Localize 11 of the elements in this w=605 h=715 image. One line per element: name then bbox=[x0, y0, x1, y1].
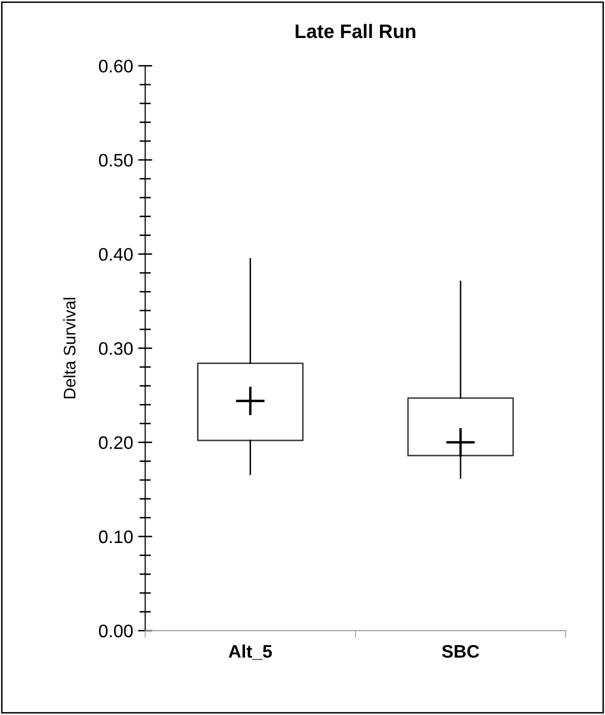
y-axis-title: Delta Survival bbox=[63, 298, 76, 398]
x-tick-label: Alt_5 bbox=[228, 644, 272, 660]
y-tick-label: 0.50 bbox=[98, 154, 133, 167]
y-tick-label: 0.10 bbox=[98, 530, 133, 544]
y-tick-label: 0.40 bbox=[98, 248, 133, 261]
y-tick-label: 0.30 bbox=[98, 342, 133, 355]
y-tick-label: 0.60 bbox=[98, 60, 133, 72]
y-tick-label: 0.20 bbox=[98, 436, 133, 450]
y-tick-label: 0.00 bbox=[98, 624, 133, 638]
chart-title: Late Fall Run bbox=[296, 24, 416, 38]
x-tick-label: SBC bbox=[442, 644, 480, 658]
